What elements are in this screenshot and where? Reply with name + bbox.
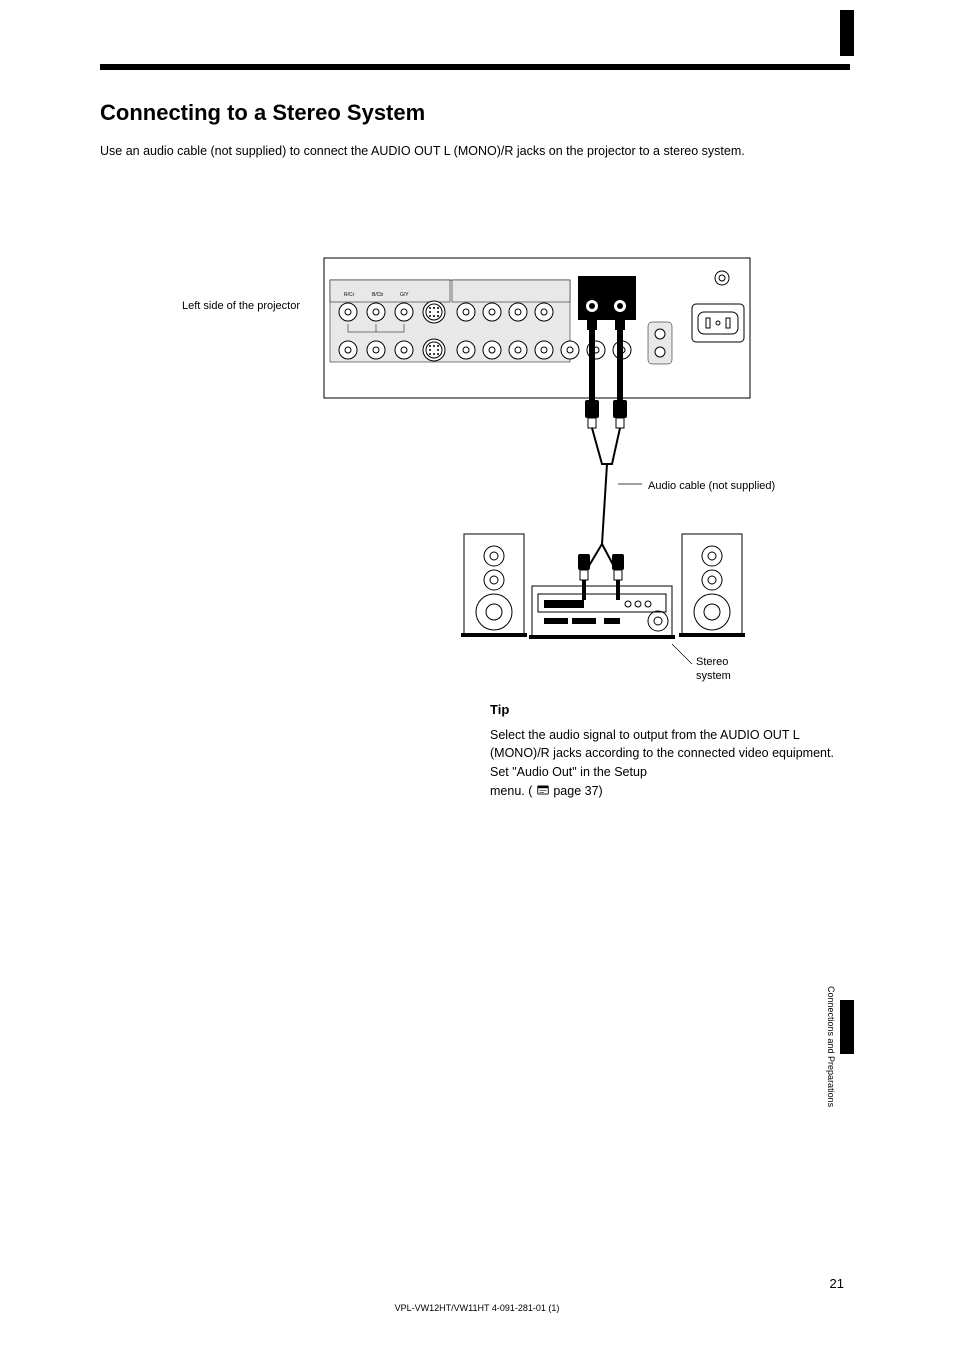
page-ref-icon [536,783,550,797]
diagram-label-stereo: Stereo system [696,656,731,684]
side-tab-label: Connections and Preparations [826,986,836,1000]
diagram-svg: R/Cr B/Cb G/Y [322,254,752,694]
tip-ref: menu. ( page 37) [490,782,850,801]
main-content: Connecting to a Stereo System Use an aud… [100,100,850,171]
svg-text:B/Cb: B/Cb [372,292,383,298]
tip-ref-prefix: menu. ( [490,784,532,798]
tip-ref-suffix: page 37) [553,784,602,798]
page-number: 21 [830,1276,844,1291]
svg-text:R/Cr: R/Cr [344,292,355,298]
diagram-label-cable: Audio cable (not supplied) [648,480,775,494]
page-title: Connecting to a Stereo System [100,100,850,126]
tip-body: Select the audio signal to output from t… [490,726,850,782]
svg-text:G/Y: G/Y [400,292,409,298]
horizontal-rule [100,64,850,70]
diagram-label-left-side: Left side of the projector [120,300,300,314]
tip-heading: Tip [490,700,850,720]
page-edge-tab [840,10,854,56]
tip-block: Tip Select the audio signal to output fr… [490,700,850,801]
intro-paragraph: Use an audio cable (not supplied) to con… [100,142,850,161]
footer-code: VPL-VW12HT/VW11HT 4-091-281-01 (1) [0,1303,954,1313]
intro-text: Use an audio cable (not supplied) to con… [100,142,850,161]
connection-diagram: R/Cr B/Cb G/Y [322,254,752,694]
side-tab [840,1000,854,1054]
